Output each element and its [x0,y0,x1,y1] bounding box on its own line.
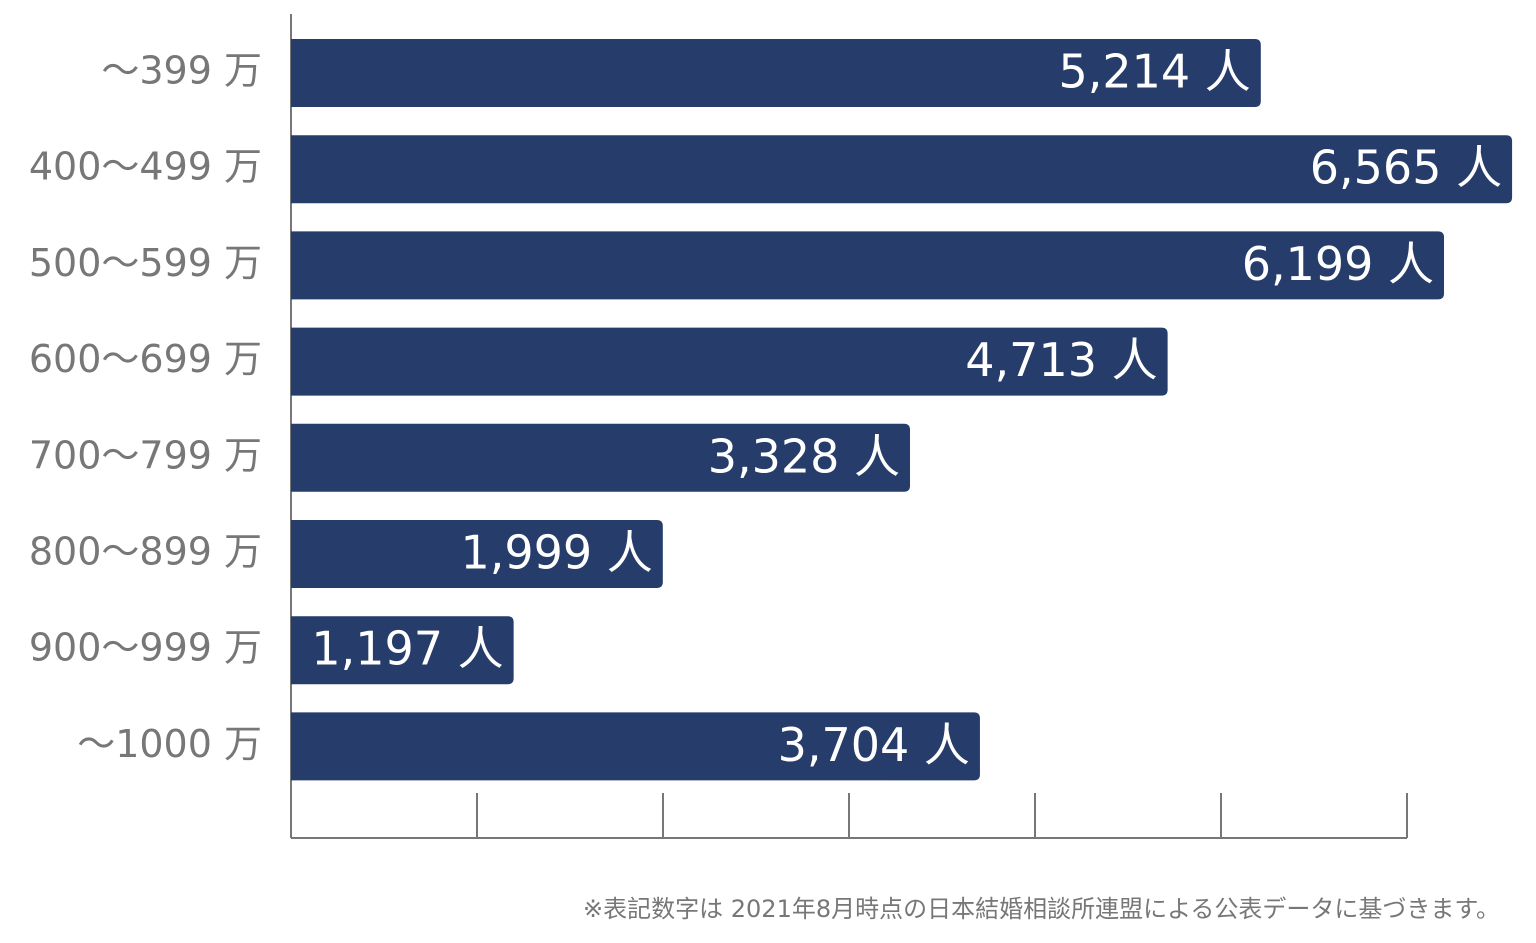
value-label: 3,704 人 [778,718,970,772]
value-label: 4,713 人 [965,333,1157,387]
value-label: 1,999 人 [461,526,653,580]
y-tick-label: 〜1000 万 [77,722,262,766]
value-label: 6,199 人 [1242,237,1434,291]
bar [291,231,1445,300]
value-label: 1,197 人 [311,622,503,676]
bar [291,423,911,492]
bar [291,39,1261,107]
y-tick-label: 〜399 万 [101,49,262,93]
bar [291,520,663,588]
y-tick-label: 400〜499 万 [29,145,262,189]
bar [291,712,980,781]
y-tick-label: 600〜699 万 [29,337,262,381]
y-tick-label: 800〜899 万 [29,530,262,574]
bar [291,616,514,685]
bar [291,327,1168,396]
bar [291,135,1513,204]
y-tick-label: 500〜599 万 [29,241,262,285]
y-tick-label: 900〜999 万 [29,626,262,670]
footnote: ※表記数字は 2021年8月時点の日本結婚相談所連盟による公表データに基づきます… [583,895,1500,923]
value-label: 3,328 人 [708,429,900,483]
y-tick-label: 700〜799 万 [29,433,262,477]
value-label: 6,565 人 [1310,141,1502,195]
value-label: 5,214 人 [1058,45,1250,99]
